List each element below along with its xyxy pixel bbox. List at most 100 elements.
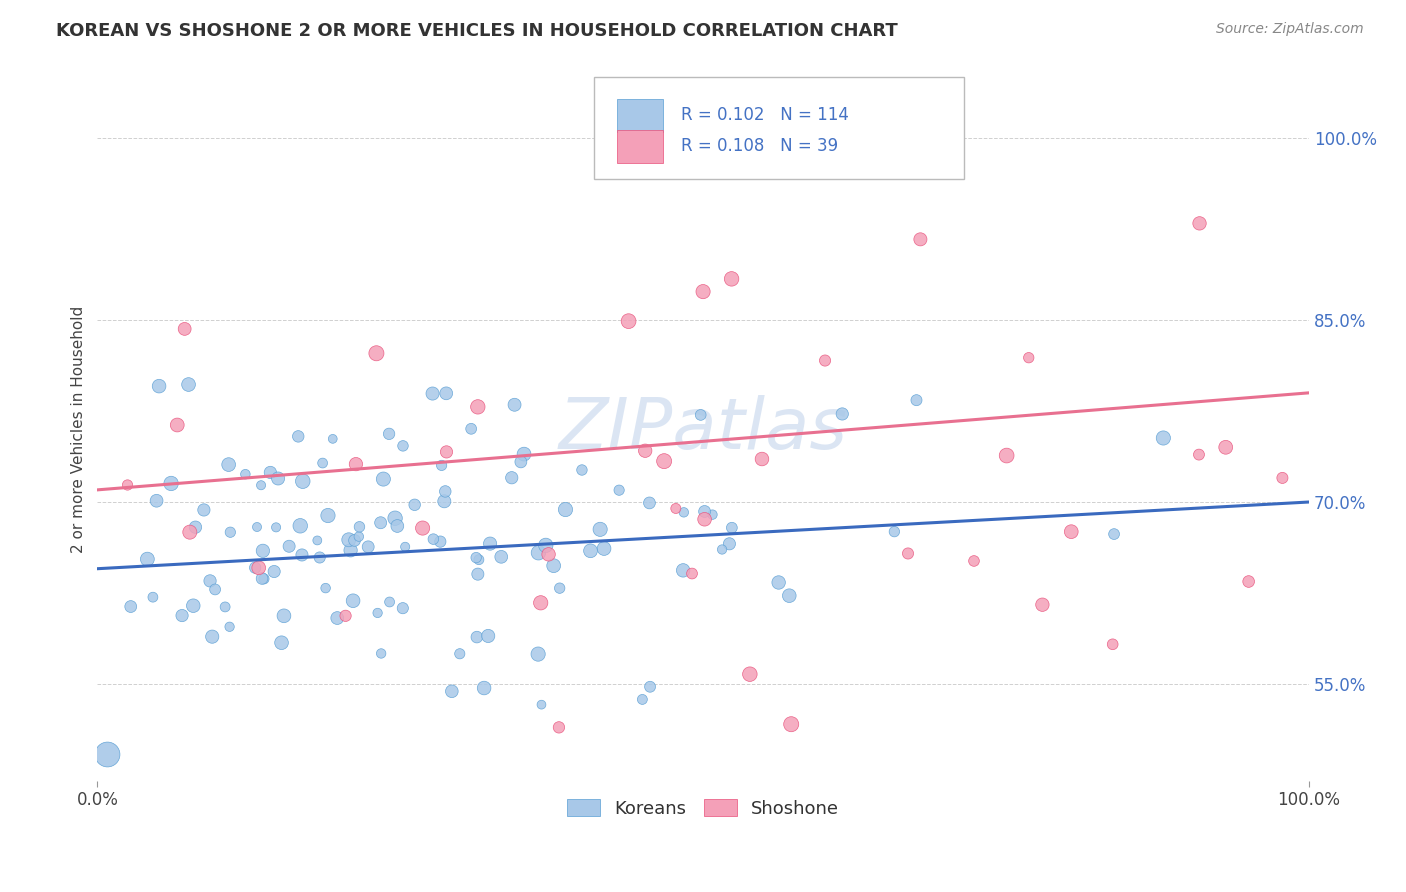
Point xyxy=(433,494,456,508)
Point xyxy=(689,408,711,422)
Point xyxy=(218,458,240,472)
Point xyxy=(378,426,401,441)
Point xyxy=(693,504,716,518)
Point xyxy=(672,563,695,577)
Point xyxy=(322,432,344,446)
Point xyxy=(718,537,741,551)
Point xyxy=(1101,637,1123,651)
Point xyxy=(465,630,488,644)
FancyBboxPatch shape xyxy=(595,78,963,179)
Point xyxy=(307,533,329,548)
Point xyxy=(778,589,800,603)
Point xyxy=(434,386,457,401)
Point xyxy=(430,458,453,473)
Point xyxy=(1215,440,1237,454)
Point xyxy=(198,574,221,588)
Point xyxy=(270,636,292,650)
FancyBboxPatch shape xyxy=(617,98,664,132)
Point xyxy=(343,533,366,548)
Point xyxy=(1060,524,1083,539)
Point xyxy=(315,581,337,595)
Point xyxy=(768,575,790,590)
Point xyxy=(264,520,287,534)
Point xyxy=(219,525,242,540)
Point xyxy=(214,599,236,614)
Point xyxy=(1271,471,1294,485)
Point xyxy=(378,595,401,609)
Point xyxy=(370,647,392,661)
Point xyxy=(897,546,920,560)
Point xyxy=(367,606,389,620)
Point xyxy=(218,620,240,634)
Point xyxy=(721,521,744,535)
Text: R = 0.108   N = 39: R = 0.108 N = 39 xyxy=(682,137,838,155)
Point xyxy=(479,536,502,550)
Point xyxy=(672,505,695,519)
Point xyxy=(530,698,553,712)
Point xyxy=(534,538,557,552)
Point xyxy=(253,572,276,586)
Point xyxy=(344,457,367,471)
Point xyxy=(96,747,118,762)
FancyBboxPatch shape xyxy=(617,129,664,163)
Point xyxy=(530,596,553,610)
Point xyxy=(652,454,675,468)
Point xyxy=(342,593,364,607)
Point xyxy=(181,599,204,613)
Point xyxy=(429,534,451,549)
Point xyxy=(349,520,371,534)
Point xyxy=(467,567,489,582)
Point xyxy=(387,519,409,533)
Point xyxy=(247,561,270,575)
Point xyxy=(179,525,201,540)
Point xyxy=(391,601,413,615)
Point xyxy=(702,508,724,522)
Point xyxy=(814,353,837,368)
Point xyxy=(537,547,560,561)
Point xyxy=(235,467,257,482)
Point xyxy=(711,542,734,557)
Point xyxy=(491,549,513,564)
Point xyxy=(166,417,188,432)
Point xyxy=(339,543,361,558)
Point xyxy=(422,386,444,401)
Point xyxy=(434,484,457,499)
Point xyxy=(509,455,531,469)
Point xyxy=(589,522,612,536)
Point xyxy=(440,684,463,698)
Point xyxy=(1237,574,1260,589)
Point xyxy=(250,572,273,586)
Point xyxy=(449,647,471,661)
Point xyxy=(316,508,339,523)
Text: ZIPatlas: ZIPatlas xyxy=(558,395,848,464)
Point xyxy=(468,552,491,566)
Point xyxy=(291,548,314,562)
Point xyxy=(1152,431,1174,445)
Point xyxy=(173,322,195,336)
Point xyxy=(571,463,593,477)
Point xyxy=(259,466,281,480)
Point xyxy=(1188,216,1211,230)
Point xyxy=(120,599,142,614)
Point xyxy=(720,272,742,286)
Point xyxy=(681,566,703,581)
Text: Source: ZipAtlas.com: Source: ZipAtlas.com xyxy=(1216,22,1364,37)
Point xyxy=(193,503,215,517)
Point xyxy=(631,692,654,706)
Point xyxy=(412,521,434,535)
Point xyxy=(308,550,330,565)
Point xyxy=(326,611,349,625)
Text: R = 0.102   N = 114: R = 0.102 N = 114 xyxy=(682,106,849,124)
Point xyxy=(263,565,285,579)
Point xyxy=(831,407,853,421)
Point xyxy=(963,554,986,568)
Point xyxy=(1018,351,1040,365)
Point xyxy=(337,533,360,547)
Point xyxy=(436,445,458,459)
Point xyxy=(201,630,224,644)
Point xyxy=(910,232,932,246)
Point xyxy=(579,544,602,558)
Point xyxy=(527,546,550,560)
Point xyxy=(780,717,803,731)
Point xyxy=(184,520,207,534)
